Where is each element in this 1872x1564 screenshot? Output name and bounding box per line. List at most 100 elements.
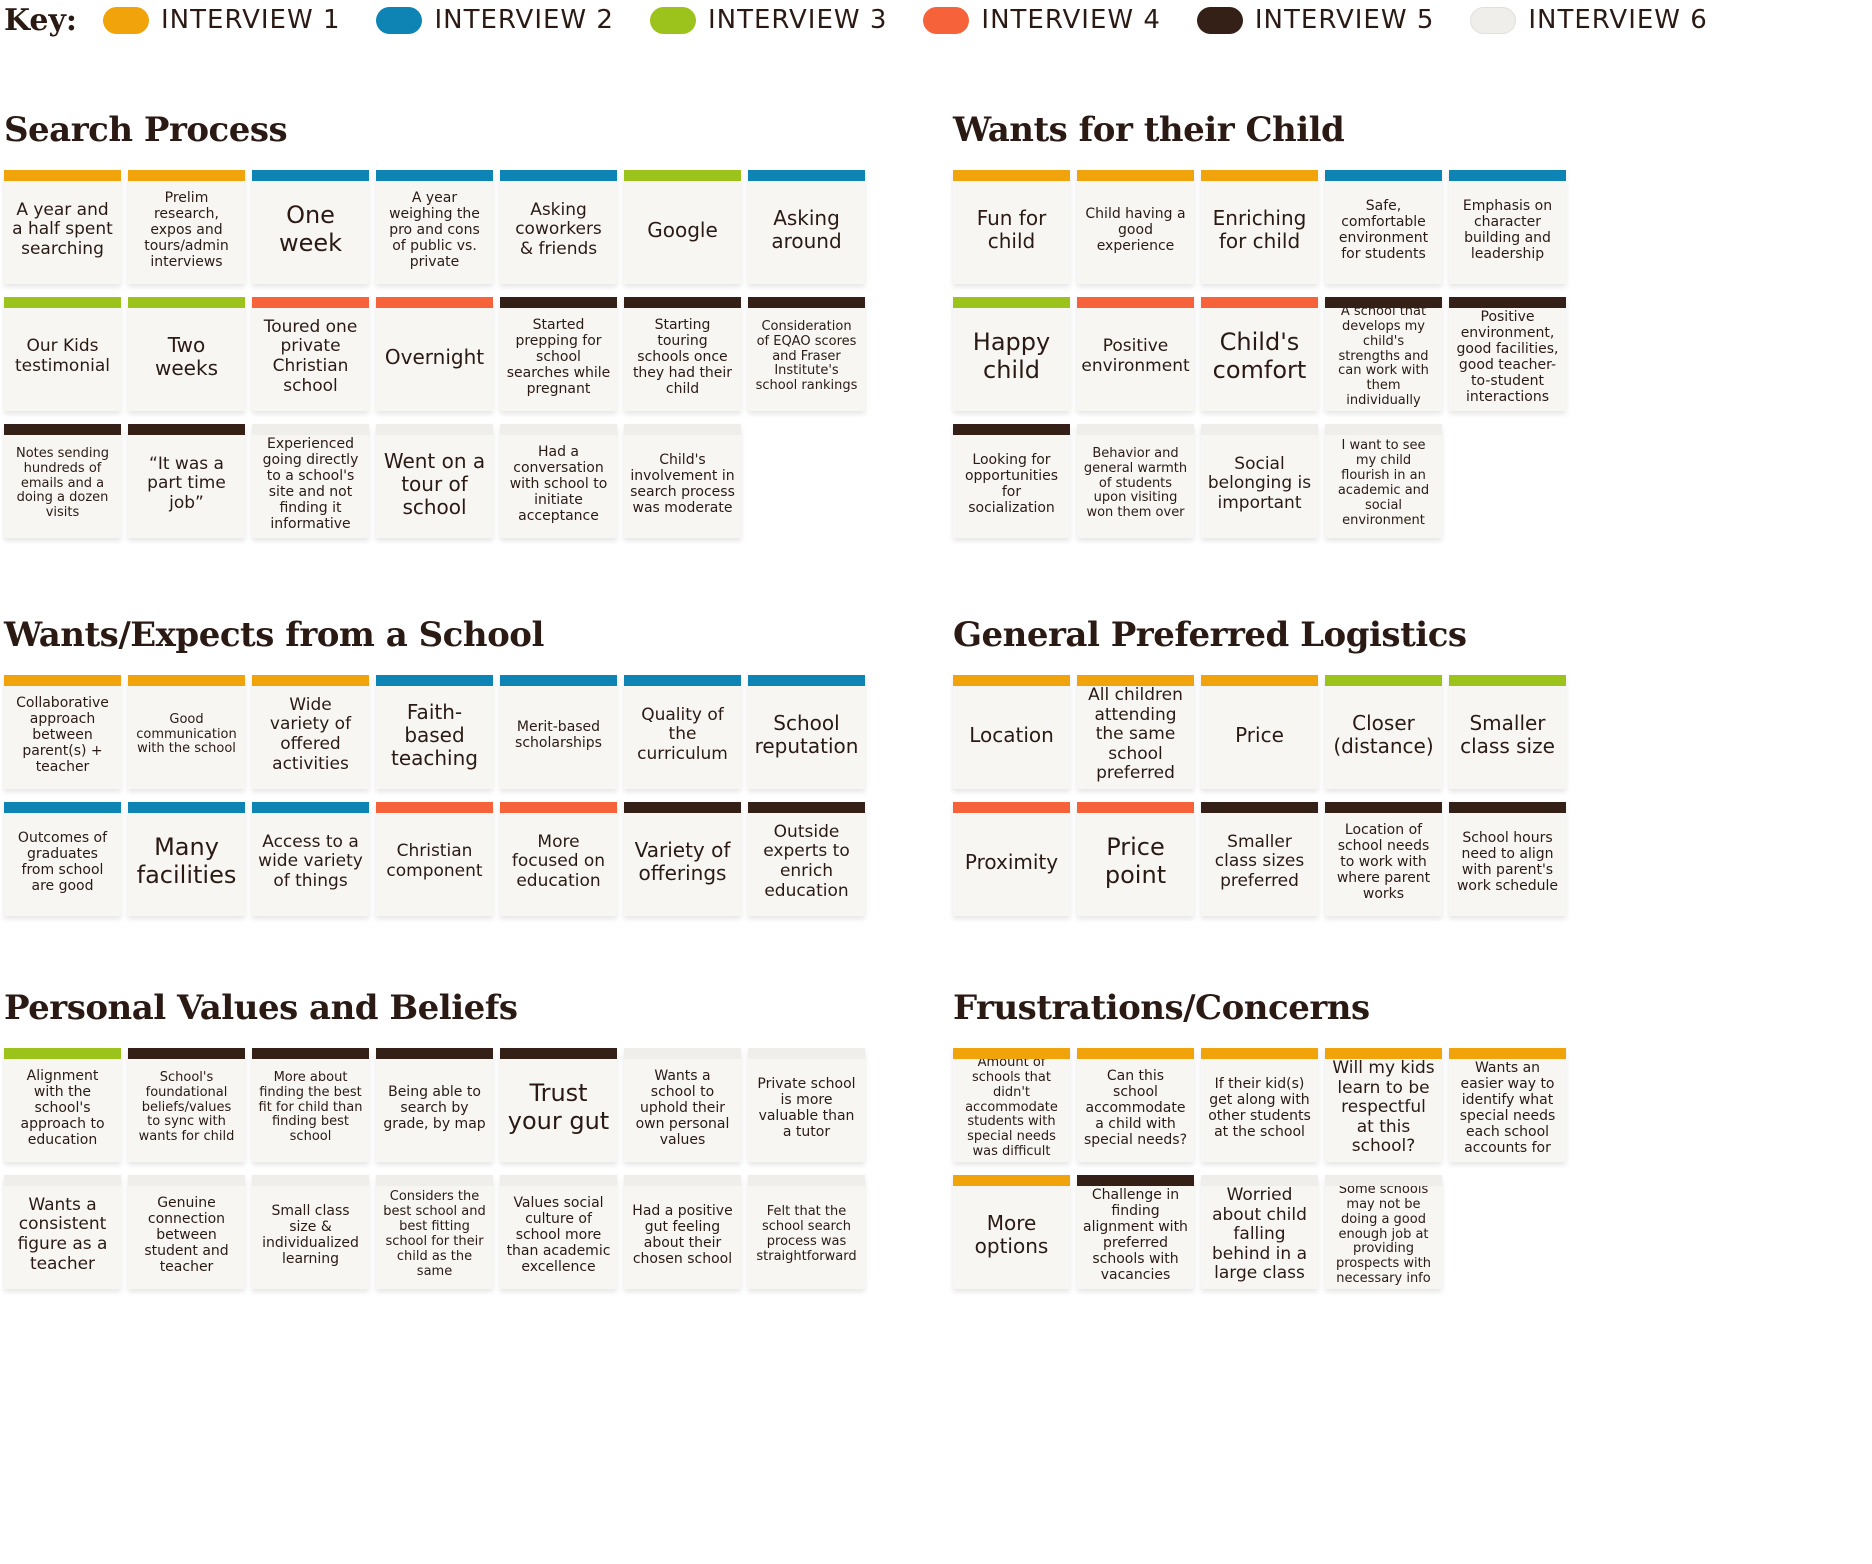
key-item-interview-2: INTERVIEW 2 — [376, 5, 613, 35]
note-text: Overnight — [384, 344, 485, 369]
note-color-bar — [1201, 297, 1318, 308]
sticky-note: Had a conversation with school to initia… — [500, 424, 617, 538]
note-text: Closer (distance) — [1333, 711, 1434, 758]
section-frustrations: Frustrations/Concerns Amount of schools … — [953, 988, 1867, 1298]
note-text: Asking around — [771, 206, 842, 253]
notes-grid: Fun for child Child having a good experie… — [953, 170, 1566, 538]
note-color-bar — [4, 675, 121, 686]
note-color-bar — [1201, 170, 1318, 181]
notes-grid: Amount of schools that didn't accommodat… — [953, 1048, 1566, 1289]
sticky-note: Fun for child — [953, 170, 1070, 284]
note-color-bar — [1201, 802, 1318, 813]
sticky-note: Can this school accommodate a child with… — [1077, 1048, 1194, 1162]
note-color-bar — [128, 424, 245, 435]
sticky-note: Being able to search by grade, by map — [376, 1048, 493, 1162]
note-color-bar — [376, 1048, 493, 1059]
section-wants-for-child: Wants for their Child Fun for child Child… — [953, 110, 1867, 550]
sticky-note: Two weeks — [128, 297, 245, 411]
note-text: Wide variety of offered activities — [269, 694, 352, 774]
note-text: Asking coworkers & friends — [515, 199, 602, 259]
note-color-bar — [953, 170, 1070, 181]
note-text: Wants a school to uphold their own perso… — [635, 1067, 730, 1149]
sticky-note: Closer (distance) — [1325, 675, 1442, 789]
sticky-note: Wide variety of offered activities — [252, 675, 369, 789]
sticky-note: One week — [252, 170, 369, 284]
note-color-bar — [4, 170, 121, 181]
note-text: Had a conversation with school to initia… — [509, 443, 608, 525]
note-color-bar — [953, 297, 1070, 308]
note-text: Smaller class sizes preferred — [1214, 831, 1305, 891]
sticky-note: Went on a tour of school — [376, 424, 493, 538]
note-text: Consideration of EQAO scores and Fraser … — [755, 318, 858, 394]
note-text: Challenge in finding alignment with pref… — [1083, 1186, 1188, 1284]
note-color-bar — [252, 675, 369, 686]
note-text: Starting touring schools once they had t… — [632, 316, 733, 398]
section-title: General Preferred Logistics — [953, 615, 1467, 655]
sticky-note: Small class size & individualized learni… — [252, 1175, 369, 1289]
note-color-bar — [624, 675, 741, 686]
key-item-label: INTERVIEW 6 — [1528, 5, 1708, 35]
note-color-bar — [953, 1048, 1070, 1059]
sticky-note: Good communication with the school — [128, 675, 245, 789]
sticky-note: Challenge in finding alignment with pref… — [1077, 1175, 1194, 1289]
note-color-bar — [500, 675, 617, 686]
section-preferred-logistics: General Preferred Logistics Location All … — [953, 615, 1867, 920]
note-color-bar — [376, 1175, 493, 1186]
note-color-bar — [500, 1175, 617, 1186]
sticky-note: Alignment with the school's approach to … — [4, 1048, 121, 1162]
note-color-bar — [624, 1048, 741, 1059]
key-item-interview-4: INTERVIEW 4 — [923, 5, 1160, 35]
sticky-note: Quality of the curriculum — [624, 675, 741, 789]
note-color-bar — [1077, 1048, 1194, 1059]
note-color-bar — [1325, 1175, 1442, 1186]
note-color-bar — [1201, 675, 1318, 686]
note-text: School reputation — [754, 711, 859, 758]
note-color-bar — [624, 1175, 741, 1186]
sticky-note: Consideration of EQAO scores and Fraser … — [748, 297, 865, 411]
key-color-swatch — [649, 6, 696, 34]
note-text: Being able to search by grade, by map — [383, 1083, 486, 1133]
section-wants-from-school: Wants/Expects from a School Collaborativ… — [4, 615, 865, 920]
note-text: Smaller class size — [1460, 711, 1555, 758]
note-text: One week — [278, 201, 343, 257]
key-color-swatch — [103, 6, 150, 34]
note-color-bar — [624, 802, 741, 813]
sticky-note: All children attending the same school p… — [1077, 675, 1194, 789]
note-text: Proximity — [964, 849, 1059, 874]
note-color-bar — [1449, 170, 1566, 181]
sticky-note: Google — [624, 170, 741, 284]
sticky-note: A year and a half spent searching — [4, 170, 121, 284]
section-search-process: Search Process A year and a half spent s… — [4, 110, 865, 550]
sticky-note: Enriching for child — [1201, 170, 1318, 284]
key-item-label: INTERVIEW 3 — [707, 5, 888, 35]
note-color-bar — [4, 1175, 121, 1186]
note-color-bar — [376, 675, 493, 686]
note-color-bar — [624, 170, 741, 181]
key-item-label: INTERVIEW 2 — [434, 5, 614, 35]
note-text: Wants a consistent figure as a teacher — [17, 1194, 108, 1274]
note-text: Collaborative approach between parent(s)… — [16, 694, 109, 776]
note-text: Faith-based teaching — [390, 699, 478, 770]
note-text: Prelim research, expos and tours/admin i… — [144, 189, 229, 271]
sticky-note: More options — [953, 1175, 1070, 1289]
sticky-note: Outcomes of graduates from school are go… — [4, 802, 121, 916]
note-text: Private school is more valuable than a t… — [757, 1075, 856, 1141]
note-color-bar — [128, 675, 245, 686]
note-text: Location — [969, 722, 1054, 747]
sticky-note: School reputation — [748, 675, 865, 789]
note-color-bar — [1201, 1048, 1318, 1059]
sticky-note: Child having a good experience — [1077, 170, 1194, 284]
note-text: Positive environment, good facilities, g… — [1456, 308, 1559, 406]
note-text: I want to see my child flourish in an ac… — [1337, 438, 1430, 528]
sticky-note: “It was a part time job” — [128, 424, 245, 538]
key-item-label: INTERVIEW 1 — [161, 5, 341, 35]
sticky-note: Looking for opportunities for socializat… — [953, 424, 1070, 538]
note-text: Can this school accommodate a child with… — [1083, 1067, 1187, 1149]
note-color-bar — [128, 802, 245, 813]
sticky-note: Values social culture of school more tha… — [500, 1175, 617, 1289]
key-color-swatch — [923, 6, 970, 34]
note-color-bar — [252, 424, 369, 435]
sticky-note: Asking around — [748, 170, 865, 284]
sticky-note: Starting touring schools once they had t… — [624, 297, 741, 411]
note-color-bar — [1077, 424, 1194, 435]
